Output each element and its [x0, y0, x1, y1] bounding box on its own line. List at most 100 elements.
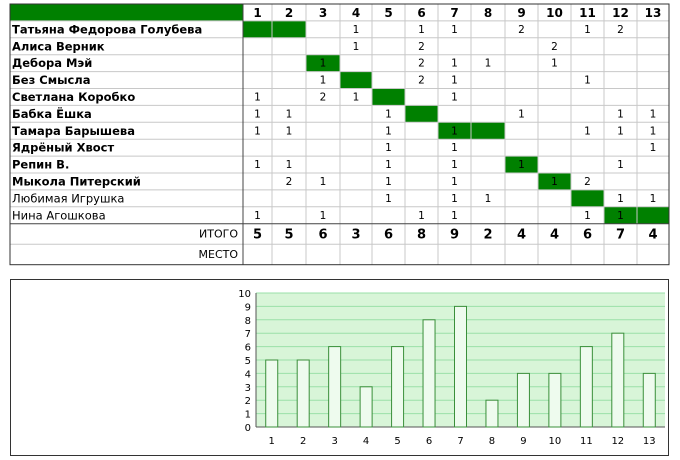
score-cell: 1 — [650, 125, 657, 137]
total-value: 6 — [384, 228, 393, 243]
table-grid-lines — [10, 4, 669, 265]
x-tick-label: 5 — [394, 436, 400, 447]
score-cell: 2 — [551, 41, 558, 53]
score-cell: 1 — [353, 92, 360, 104]
player-name: Репин В. — [12, 158, 69, 172]
bar — [359, 386, 373, 428]
bar — [391, 346, 405, 428]
score-cell: 1 — [451, 75, 458, 87]
score-cell: 1 — [650, 193, 657, 205]
score-cell: 1 — [254, 210, 261, 222]
score-cell: 2 — [418, 75, 425, 87]
player-name: Алиса Верник — [12, 39, 105, 53]
total-value: 6 — [318, 228, 327, 243]
score-cell: 1 — [451, 210, 458, 222]
score-cell: 1 — [254, 92, 261, 104]
y-tick-label: 10 — [238, 289, 251, 300]
score-cell: 1 — [418, 210, 425, 222]
diagonal-block — [340, 71, 372, 89]
score-cell: 1 — [385, 125, 392, 137]
player-name: Нина Агошкова — [12, 208, 106, 222]
column-header: 9 — [517, 6, 525, 20]
column-header: 12 — [612, 6, 629, 20]
y-tick-label: 7 — [245, 329, 251, 340]
score-cell: 1 — [385, 159, 392, 171]
player-name: Бабка Ёшка — [12, 106, 92, 121]
player-name: Дебора Мэй — [12, 56, 92, 70]
bar — [611, 332, 625, 428]
place-label: МЕСТО — [199, 248, 239, 261]
score-cell: 1 — [451, 176, 458, 188]
column-header: 8 — [484, 6, 492, 20]
total-value: 2 — [483, 228, 492, 243]
y-tick-label: 2 — [245, 396, 251, 407]
score-cell: 1 — [286, 108, 293, 120]
column-header: 4 — [352, 6, 360, 20]
y-tick-label: 5 — [245, 356, 251, 367]
diagonal-block — [243, 20, 306, 38]
score-cell: 1 — [385, 176, 392, 188]
y-tick-label: 6 — [245, 343, 251, 354]
x-tick-label: 6 — [426, 436, 432, 447]
score-cell: 1 — [451, 125, 458, 137]
score-cell: 1 — [353, 24, 360, 36]
diagonal-block — [505, 156, 538, 173]
score-cell: 1 — [451, 58, 458, 70]
player-name: Татьяна Федорова Голубева — [12, 22, 202, 36]
bar — [516, 372, 530, 428]
score-cell: 1 — [320, 75, 327, 87]
diagonal-block — [306, 54, 340, 72]
x-tick-label: 13 — [643, 436, 656, 447]
total-value: 4 — [648, 228, 657, 243]
bar — [548, 372, 562, 428]
score-cell: 1 — [418, 24, 425, 36]
score-cell: 1 — [617, 210, 624, 222]
bar — [579, 346, 593, 428]
x-tick-label: 10 — [549, 436, 562, 447]
score-cell: 2 — [617, 24, 624, 36]
column-header: 1 — [253, 6, 261, 20]
total-value: 7 — [616, 228, 625, 243]
y-tick-label: 3 — [245, 383, 251, 394]
y-tick-label: 8 — [245, 316, 251, 327]
x-tick-label: 3 — [331, 436, 337, 447]
bar — [642, 372, 656, 428]
total-value: 5 — [284, 228, 293, 243]
y-tick-label: 1 — [245, 410, 251, 421]
x-tick-label: 1 — [269, 436, 275, 447]
total-value: 9 — [450, 228, 459, 243]
bar — [454, 305, 467, 428]
total-value: 4 — [550, 228, 559, 243]
score-cell: 1 — [353, 41, 360, 53]
score-cell: 1 — [518, 108, 525, 120]
x-tick-label: 7 — [457, 436, 463, 447]
header-bar — [10, 4, 243, 21]
total-value: 8 — [417, 228, 426, 243]
diagonal-block — [538, 173, 571, 190]
score-cell: 1 — [385, 193, 392, 205]
column-header: 5 — [384, 6, 392, 20]
score-cell: 1 — [254, 125, 261, 137]
score-cell: 1 — [650, 142, 657, 154]
score-cell: 1 — [617, 193, 624, 205]
total-value: 6 — [583, 228, 592, 243]
column-header: 11 — [579, 6, 596, 20]
player-name: Мыкола Питерский — [12, 175, 141, 189]
score-cell: 1 — [451, 142, 458, 154]
player-name: Ядрёный Хвост — [12, 141, 114, 155]
score-cell: 1 — [584, 75, 591, 87]
score-cell: 1 — [617, 159, 624, 171]
total-value: 4 — [517, 228, 526, 243]
score-cell: 1 — [451, 24, 458, 36]
bar — [485, 399, 499, 428]
score-cell: 1 — [385, 142, 392, 154]
x-tick-label: 4 — [363, 436, 369, 447]
x-tick-label: 2 — [300, 436, 306, 447]
score-cell: 1 — [551, 58, 558, 70]
column-header: 7 — [450, 6, 458, 20]
bar — [296, 359, 310, 428]
column-header: 6 — [417, 6, 425, 20]
table-border — [9, 3, 670, 266]
